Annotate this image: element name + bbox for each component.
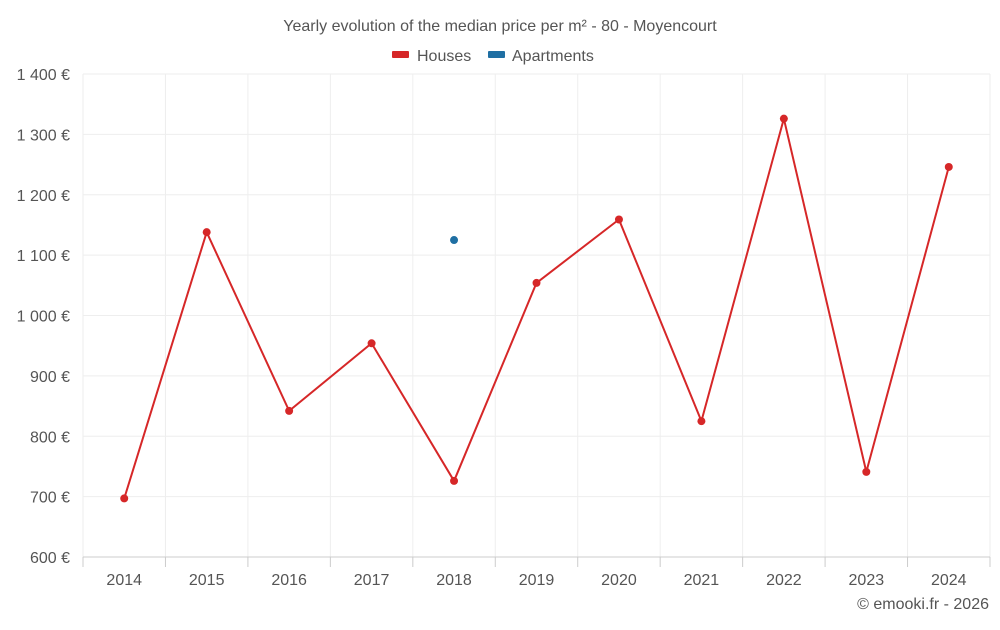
data-point-houses[interactable]: [120, 494, 129, 503]
data-point-houses[interactable]: [614, 215, 623, 224]
x-tick-label: 2021: [684, 572, 720, 589]
data-point-houses[interactable]: [367, 339, 376, 348]
legend-swatch-houses: [392, 51, 409, 58]
series-apartments: [450, 236, 459, 245]
legend-item-houses[interactable]: Houses: [392, 48, 471, 65]
data-point-apartments[interactable]: [450, 236, 459, 245]
y-tick-label: 1 200 €: [17, 188, 70, 205]
series-houses: [120, 114, 953, 503]
y-axis-ticks: 600 € 700 € 800 € 900 € 1 000 € 1 100 € 1 200 …: [17, 67, 70, 567]
x-tick-label: 2014: [106, 572, 142, 589]
y-tick-label: 1 000 €: [17, 309, 70, 326]
legend-label-apartments: Apartments: [512, 48, 594, 65]
series-layer: [120, 114, 953, 503]
x-tick-label: 2016: [271, 572, 307, 589]
data-point-houses[interactable]: [202, 228, 211, 237]
x-tick-label: 2023: [849, 572, 885, 589]
chart-title: Yearly evolution of the median price per…: [283, 18, 717, 35]
x-tick-label: 2018: [436, 572, 472, 589]
x-tick-label: 2020: [601, 572, 637, 589]
y-tick-label: 900 €: [30, 369, 70, 386]
legend-swatch-apartments: [488, 51, 505, 58]
y-tick-label: 600 €: [30, 550, 70, 567]
x-axis-ticks: 2014 2015 2016 2017 2018 2019 2020 2021 2022 2023…: [82, 557, 991, 589]
data-point-houses[interactable]: [779, 114, 788, 123]
legend-label-houses: Houses: [417, 48, 471, 65]
y-tick-label: 1 400 €: [17, 67, 70, 84]
gridlines: [82, 73, 991, 558]
data-point-houses[interactable]: [285, 406, 294, 415]
x-tick-label: 2019: [519, 572, 555, 589]
x-tick-label: 2015: [189, 572, 225, 589]
data-point-houses[interactable]: [697, 417, 706, 426]
y-tick-label: 1 300 €: [17, 127, 70, 144]
y-tick-label: 1 100 €: [17, 248, 70, 265]
legend-item-apartments[interactable]: Apartments: [488, 48, 594, 65]
data-point-houses[interactable]: [450, 476, 459, 485]
data-point-houses[interactable]: [944, 162, 953, 171]
data-point-houses[interactable]: [532, 278, 541, 287]
x-tick-label: 2017: [354, 572, 390, 589]
credit-text: © emooki.fr - 2026: [857, 596, 989, 613]
x-tick-label: 2024: [931, 572, 967, 589]
y-tick-label: 700 €: [30, 490, 70, 507]
y-tick-label: 800 €: [30, 429, 70, 446]
legend: Houses Apartments: [392, 48, 594, 65]
data-point-houses[interactable]: [862, 467, 871, 476]
x-tick-label: 2022: [766, 572, 802, 589]
